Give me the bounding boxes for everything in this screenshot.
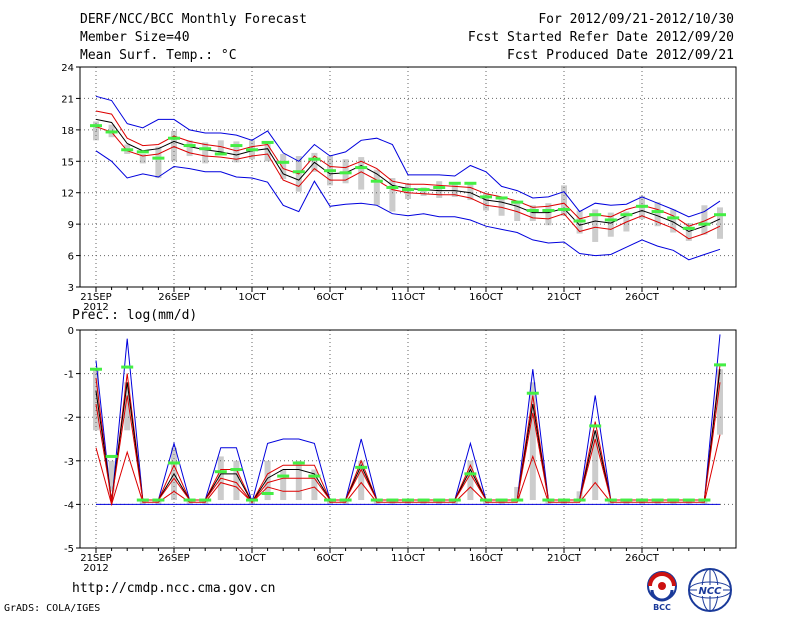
temp-spread-bar xyxy=(545,203,552,226)
temp-spread-bar xyxy=(717,207,723,239)
temp-spread-bar xyxy=(467,182,474,201)
precip-series-lower xyxy=(95,434,721,507)
variable-label: Mean Surf. Temp.: °C xyxy=(80,48,237,63)
temp-spread-bar xyxy=(280,153,287,180)
source-url: http://cmdp.ncc.cma.gov.cn xyxy=(72,581,276,596)
precip-ytick-label: -4 xyxy=(64,500,74,511)
precip-xtick-label: 21OCT xyxy=(547,553,582,564)
temp-xtick-label: 16OCT xyxy=(469,292,504,303)
precip-spread-bar xyxy=(311,469,318,501)
temp-xtick-label: 21OCT xyxy=(547,292,582,303)
precip-ytick-label: 0 xyxy=(68,326,74,337)
precip-xtick-label: 16OCT xyxy=(469,553,504,564)
ncc-logo-icon: NCC xyxy=(688,568,732,612)
precip-spread-bar xyxy=(529,382,536,501)
temp-spread-bar xyxy=(264,141,271,162)
temp-xtick-label: 26OCT xyxy=(625,292,660,303)
grads-credit: GrADS: COLA/IGES xyxy=(4,603,101,614)
precip-spread-bar xyxy=(717,369,723,435)
temp-series-lower xyxy=(95,150,721,261)
temp-spread-bar xyxy=(670,209,677,233)
precip-spread-bar xyxy=(592,430,599,501)
temp-ytick-label: 9 xyxy=(68,220,74,231)
precip-xtick-label: 11OCT xyxy=(391,553,426,564)
temp-spread-bar xyxy=(498,197,505,216)
precip-xtick-label: 6OCT xyxy=(316,553,344,564)
temp-series-lower-inner xyxy=(95,126,721,240)
temp-spread-bar xyxy=(233,141,240,163)
precip-spread-bar xyxy=(264,460,271,501)
precip-xtick-label: 26OCT xyxy=(625,553,660,564)
temp-ytick-label: 3 xyxy=(68,283,74,294)
precip-spread-bar xyxy=(108,460,115,492)
temp-spread-bar xyxy=(592,209,599,242)
temp-spread-bar xyxy=(342,159,349,184)
precip-ytick-label: -1 xyxy=(64,370,74,381)
temp-spread-bar xyxy=(420,187,427,196)
precip-spread-bar xyxy=(295,460,302,501)
temp-xtick-label: 6OCT xyxy=(316,292,344,303)
ncc-logo-text: NCC xyxy=(698,586,722,597)
temp-ytick-label: 15 xyxy=(61,157,74,168)
temp-spread-bar xyxy=(389,178,396,212)
temp-spread-bar xyxy=(93,121,99,141)
bcc-logo-text: BCC xyxy=(653,603,671,612)
temp-spread-bar xyxy=(561,185,567,216)
temp-spread-bar xyxy=(358,157,365,190)
temp-spread-bar xyxy=(529,205,536,221)
precip-spread-bar xyxy=(233,460,240,501)
temp-xtick-label: 1OCT xyxy=(238,292,266,303)
forecast-start-label: Fcst Started Refer Date 2012/09/20 xyxy=(467,30,734,45)
temp-spread-bar xyxy=(483,192,489,211)
precip-spread-bar xyxy=(280,469,287,501)
temp-panel: 3 6 9 12 15 18 21 24 21SEP 26SEP 1OCT 6OCT 11OCT 16OC… xyxy=(61,63,737,313)
temp-series-upper-inner xyxy=(95,110,721,227)
bcc-logo-icon: BCC xyxy=(647,571,677,612)
precip-spread-bar xyxy=(467,460,474,501)
temp-ytick-label: 21 xyxy=(61,94,74,105)
temp-ytick-label: 6 xyxy=(68,252,74,263)
temp-ytick-label: 24 xyxy=(61,63,74,74)
temp-spread-bar xyxy=(654,202,661,227)
temp-xtick-label: 21SEP xyxy=(80,292,111,303)
temp-spread-bar xyxy=(139,153,146,164)
precip-spread-bar xyxy=(358,460,365,501)
precip-ytick-label: -3 xyxy=(64,457,74,468)
temp-xtick-label: 26SEP xyxy=(158,292,189,303)
chart-title: DERF/NCC/BCC Monthly Forecast xyxy=(80,12,307,27)
temp-spread-bar xyxy=(373,169,380,206)
temp-series-upper xyxy=(95,95,721,218)
precip-ytick-label: -5 xyxy=(64,544,74,555)
temp-ytick-label: 12 xyxy=(61,189,74,200)
precip-xtick-label: 21SEP xyxy=(80,553,111,564)
temp-xtick-label: 11OCT xyxy=(391,292,426,303)
temp-spread-bar xyxy=(155,146,162,179)
member-size-label: Member Size=40 xyxy=(80,30,190,45)
precip-spread-bar xyxy=(93,369,99,431)
temp-spread-bar xyxy=(436,181,443,198)
precip-xtick-label: 26SEP xyxy=(158,553,189,564)
precip-spread-bar xyxy=(514,486,521,501)
forecast-period-label: For 2012/09/21-2012/10/30 xyxy=(538,12,734,27)
temp-ytick-label: 18 xyxy=(61,126,74,137)
precip-panel-title: Prec.: log(mm/d) xyxy=(72,308,198,323)
precip-year-label: 2012 xyxy=(83,563,108,574)
precip-spread-bar xyxy=(576,491,583,501)
precip-spread-bar xyxy=(124,382,131,431)
precip-xtick-label: 1OCT xyxy=(238,553,266,564)
temp-year-label: 2012 xyxy=(83,302,108,313)
precip-ytick-label: -2 xyxy=(64,413,74,424)
temp-spread-bar xyxy=(202,142,209,164)
precip-panel: -5 -4 -3 -2 -1 0 21SEP 26SEP 1OCT 6OCT 11OCT 16OCT 2… xyxy=(64,326,737,574)
forecast-produced-label: Fcst Produced Date 2012/09/21 xyxy=(507,48,734,63)
temp-spread-bar xyxy=(701,205,708,235)
temp-spread-bar xyxy=(607,212,614,237)
temp-spread-bar xyxy=(186,140,193,157)
